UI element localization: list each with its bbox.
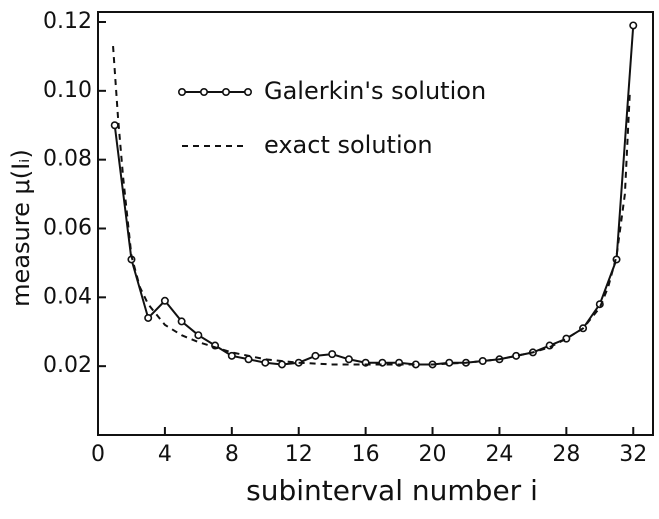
legend-marker [178, 88, 187, 97]
x-tick-label: 12 [285, 442, 313, 467]
x-tick-label: 4 [158, 442, 172, 467]
y-tick-label: 0.06 [43, 216, 92, 241]
marker [478, 357, 487, 366]
marker [194, 331, 203, 340]
legend-marker [244, 88, 253, 97]
x-tick-label: 8 [225, 442, 239, 467]
marker [227, 351, 236, 360]
series-line [112, 46, 631, 366]
y-tick-label: 0.12 [43, 9, 92, 34]
legend-marker [222, 88, 231, 97]
marker [629, 21, 638, 30]
x-tick-label: 32 [619, 442, 647, 467]
x-axis-label: subinterval number i [246, 474, 538, 507]
marker [110, 121, 119, 130]
y-tick-label: 0.02 [43, 353, 92, 378]
marker [160, 296, 169, 305]
legend-label: Galerkin's solution [264, 77, 486, 105]
x-tick-label: 0 [91, 442, 105, 467]
y-tick-label: 0.10 [43, 78, 92, 103]
x-tick-label: 16 [352, 442, 380, 467]
legend-label: exact solution [264, 131, 433, 159]
marker [344, 355, 353, 364]
marker [261, 358, 270, 367]
x-tick-label: 24 [485, 442, 513, 467]
y-axis-label: measure μ(Iᵢ) [7, 149, 35, 307]
marker [177, 317, 186, 326]
marker [144, 313, 153, 322]
x-tick-label: 20 [419, 442, 447, 467]
plot-frame [97, 11, 654, 436]
legend-marker [200, 88, 209, 97]
marker [244, 355, 253, 364]
marker [311, 351, 320, 360]
y-tick-label: 0.04 [43, 284, 92, 309]
marker [328, 350, 337, 359]
x-tick-label: 28 [552, 442, 580, 467]
marker [277, 360, 286, 369]
y-tick-label: 0.08 [43, 147, 92, 172]
marker [445, 358, 454, 367]
